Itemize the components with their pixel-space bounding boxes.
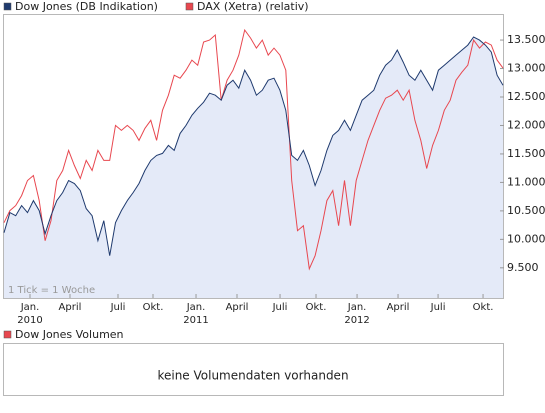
y-tick-label: 13.000 xyxy=(507,62,545,75)
x-tick-label: Juli xyxy=(430,302,446,313)
volume-frame xyxy=(3,343,504,396)
x-tick-label: Jan. xyxy=(20,302,40,313)
line xyxy=(3,28,504,271)
x-tick-label: Juli xyxy=(272,302,288,313)
y-tick-label: 13.500 xyxy=(507,33,545,46)
x-year-label: 2011 xyxy=(183,315,208,326)
y-tick-label: 9.500 xyxy=(507,261,539,274)
x-tick-label: Okt. xyxy=(306,302,327,313)
y-tick-label: 12.000 xyxy=(507,118,545,131)
y-tick-label: 10.000 xyxy=(507,232,545,245)
line xyxy=(3,36,504,256)
x-tick-label: Jan. xyxy=(186,302,206,313)
legend-label: DAX (Xetra) (relativ) xyxy=(197,0,309,13)
volume-legend-swatch xyxy=(3,330,12,339)
x-tick-label: April xyxy=(59,302,82,313)
area xyxy=(4,37,503,298)
x-tick-label: Jan. xyxy=(347,302,367,313)
x-tick-label: Juli xyxy=(110,302,126,313)
annotation: 1 Tick = 1 Woche xyxy=(8,285,95,296)
y-tick-label: 12.500 xyxy=(507,90,545,103)
x-year-label: 2010 xyxy=(17,315,42,326)
legend-swatch xyxy=(3,2,12,11)
legend-swatch xyxy=(185,2,194,11)
y-tick-label: 11.000 xyxy=(507,175,545,188)
y-tick-label: 11.500 xyxy=(507,147,545,160)
legend-label: Dow Jones (DB Indikation) xyxy=(15,0,158,13)
x-year-label: 2012 xyxy=(344,315,369,326)
x-tick-label: Okt. xyxy=(143,302,164,313)
x-tick-label: April xyxy=(387,302,410,313)
x-tick-label: April xyxy=(226,302,249,313)
x-tick-label: Okt. xyxy=(473,302,494,313)
volume-legend-label: Dow Jones Volumen xyxy=(15,328,124,341)
volume-message: keine Volumendaten vorhanden xyxy=(157,369,348,383)
y-tick-label: 10.500 xyxy=(507,204,545,217)
legend: Dow Jones (DB Indikation) DAX (Xetra) (re… xyxy=(3,0,309,13)
